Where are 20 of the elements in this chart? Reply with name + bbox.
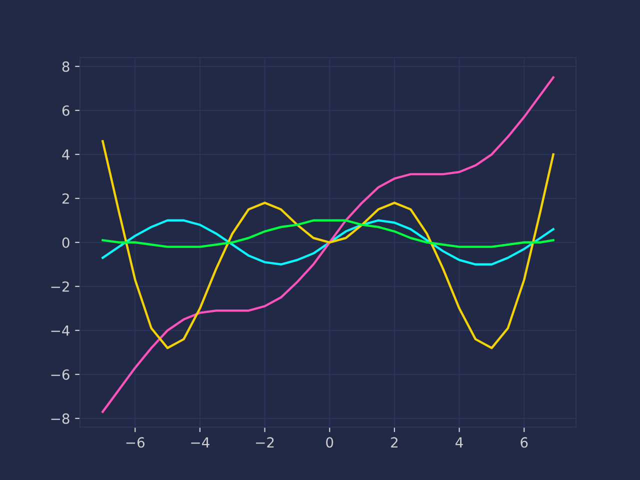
x-tick-label: −2 bbox=[256, 437, 274, 448]
line-series bbox=[102, 140, 554, 350]
line-series bbox=[102, 219, 554, 248]
y-tick-label: −4 bbox=[51, 326, 70, 336]
y-tick-label: 6 bbox=[62, 105, 70, 116]
x-tick-label: 6 bbox=[520, 437, 528, 448]
y-tick-label: 8 bbox=[62, 61, 70, 72]
x-tick-label: 2 bbox=[391, 437, 398, 448]
x-tick-label: 4 bbox=[456, 437, 463, 448]
y-tick-label: 2 bbox=[62, 193, 69, 204]
y-tick-label: 4 bbox=[62, 150, 70, 160]
x-tick-label: −6 bbox=[126, 437, 144, 448]
x-tick-label: −4 bbox=[191, 437, 210, 448]
y-tick-label: −6 bbox=[51, 369, 70, 380]
line-series bbox=[102, 76, 554, 413]
y-tick-label: 0 bbox=[62, 237, 70, 248]
y-tick-label: −8 bbox=[51, 413, 70, 424]
x-tick-label: 0 bbox=[326, 437, 334, 448]
y-tick-label: −2 bbox=[51, 281, 69, 292]
line-series bbox=[102, 219, 554, 266]
